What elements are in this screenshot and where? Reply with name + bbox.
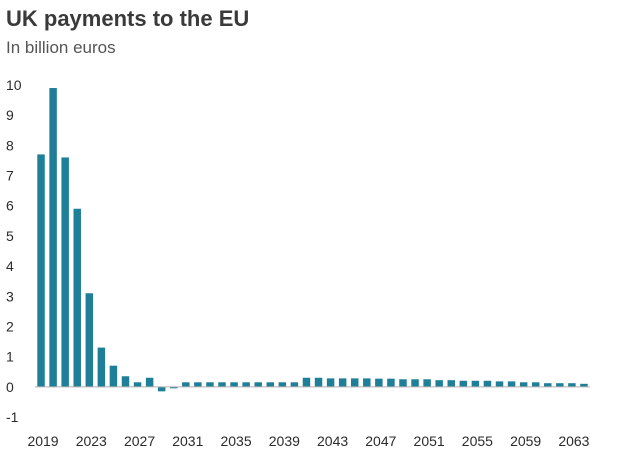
bar-2059	[519, 382, 528, 387]
bar-2063	[568, 383, 576, 387]
y-tick-label: 9	[6, 107, 14, 123]
bar-2060	[531, 382, 540, 387]
bar-2048	[387, 378, 395, 387]
chart-subtitle: In billion euros	[6, 38, 116, 57]
x-tick-label: 2031	[172, 433, 203, 449]
bar-2051	[423, 379, 431, 387]
bar-2049	[399, 379, 407, 387]
x-tick-label: 2043	[317, 433, 348, 449]
bar-2042	[314, 377, 323, 387]
bars-group	[37, 88, 588, 392]
bar-2044	[338, 378, 347, 387]
x-tick-label: 2039	[269, 433, 300, 449]
bar-2064	[580, 383, 588, 387]
bar-2045	[350, 378, 359, 387]
y-axis-ticks: -1 0 1 2 3 4 5 6 7 8 9 10	[6, 77, 22, 425]
bar-2024	[97, 347, 106, 387]
x-tick-label: 2063	[558, 433, 589, 449]
y-tick-label: 5	[6, 228, 14, 244]
x-tick-label: 2019	[27, 433, 58, 449]
x-tick-label: 2023	[76, 433, 107, 449]
y-tick-label: 7	[6, 168, 14, 184]
bar-2034	[218, 382, 226, 387]
y-tick-label: -1	[6, 409, 19, 425]
bar-2035	[230, 382, 238, 387]
bar-2027	[133, 382, 142, 387]
x-tick-label: 2059	[510, 433, 541, 449]
bar-2022	[73, 208, 81, 387]
chart-title: UK payments to the EU	[6, 6, 250, 31]
x-tick-label: 2055	[462, 433, 493, 449]
y-tick-label: 4	[6, 258, 14, 274]
bar-2061	[544, 383, 552, 387]
bar-2026	[121, 376, 130, 387]
bar-2047	[375, 378, 383, 387]
y-tick-label: 8	[6, 137, 14, 153]
bar-2053	[447, 380, 455, 387]
bar-2050	[411, 379, 419, 387]
y-tick-label: 3	[6, 288, 14, 304]
bar-2030	[170, 386, 178, 389]
y-tick-label: 6	[6, 198, 14, 214]
bar-2058	[507, 381, 516, 387]
bar-2031	[182, 382, 190, 387]
y-tick-label: 2	[6, 318, 14, 334]
bar-2052	[435, 380, 443, 387]
y-tick-label: 0	[6, 379, 14, 395]
bar-2037	[254, 382, 262, 387]
bar-2062	[556, 383, 564, 387]
bar-2019	[37, 154, 45, 387]
bar-2056	[483, 380, 492, 387]
x-tick-label: 2027	[124, 433, 155, 449]
bar-2039	[278, 382, 287, 387]
bar-2029	[157, 386, 166, 392]
bar-2040	[290, 382, 299, 387]
bar-2036	[242, 382, 250, 387]
bar-2025	[109, 365, 118, 387]
bar-2021	[61, 157, 69, 387]
bar-2055	[471, 380, 480, 387]
bar-2043	[326, 378, 335, 387]
x-axis-ticks: 2019 2023 2027 2031 2035 2039 2043 2047 2051 2055…	[27, 433, 589, 449]
x-tick-label: 2047	[365, 433, 396, 449]
bar-2028	[145, 377, 154, 387]
x-tick-label: 2051	[414, 433, 445, 449]
y-tick-label: 10	[6, 77, 22, 93]
bar-2038	[266, 382, 275, 387]
bar-2046	[363, 378, 371, 387]
y-tick-label: 1	[6, 349, 14, 365]
bar-2032	[194, 382, 202, 387]
bar-2054	[459, 380, 468, 387]
bar-2033	[206, 382, 214, 387]
bar-2057	[495, 381, 504, 387]
bar-2023	[85, 293, 94, 387]
bar-2041	[302, 377, 311, 387]
x-tick-label: 2035	[220, 433, 251, 449]
bar-2020	[49, 88, 57, 387]
